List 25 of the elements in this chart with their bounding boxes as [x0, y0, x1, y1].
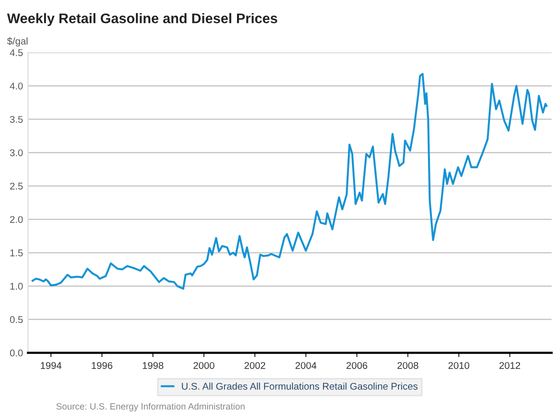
x-tick-label: 2002 [244, 362, 266, 369]
source-note: Source: U.S. Energy Information Administration [56, 402, 245, 412]
x-tick-label: 2008 [398, 362, 418, 369]
x-tick-label: 2000 [194, 362, 214, 369]
y-tick-label: 2.0 [10, 216, 23, 223]
x-tick-label: 1998 [142, 362, 164, 369]
x-tick-label: 2012 [499, 362, 520, 369]
x-tick-label: 1996 [92, 362, 112, 369]
legend-label: U.S. All Grades All Formulations Retail Gasoline Prices [182, 382, 418, 390]
chart-title: Weekly Retail Gasoline and Diesel Prices [7, 13, 278, 26]
y-tick-label: 4.5 [10, 49, 23, 56]
y-tick-label: 1.0 [10, 282, 23, 290]
y-axis-title: $/gal [7, 37, 28, 46]
x-tick-label: 2006 [346, 362, 368, 369]
y-tick-label: 0.0 [10, 350, 23, 356]
y-tick-label: 4.0 [10, 82, 23, 90]
x-tick-label: 2010 [448, 362, 470, 369]
line-series [32, 72, 548, 290]
x-tick-label: 2004 [296, 362, 316, 369]
y-tick-label: 3.5 [10, 116, 23, 123]
y-tick-label: 3.0 [10, 149, 23, 156]
x-tick-label: 1994 [40, 362, 62, 369]
y-tick-label: 1.5 [10, 250, 23, 256]
y-tick-label: 0.5 [10, 316, 23, 324]
y-tick-label: 2.5 [10, 182, 23, 190]
